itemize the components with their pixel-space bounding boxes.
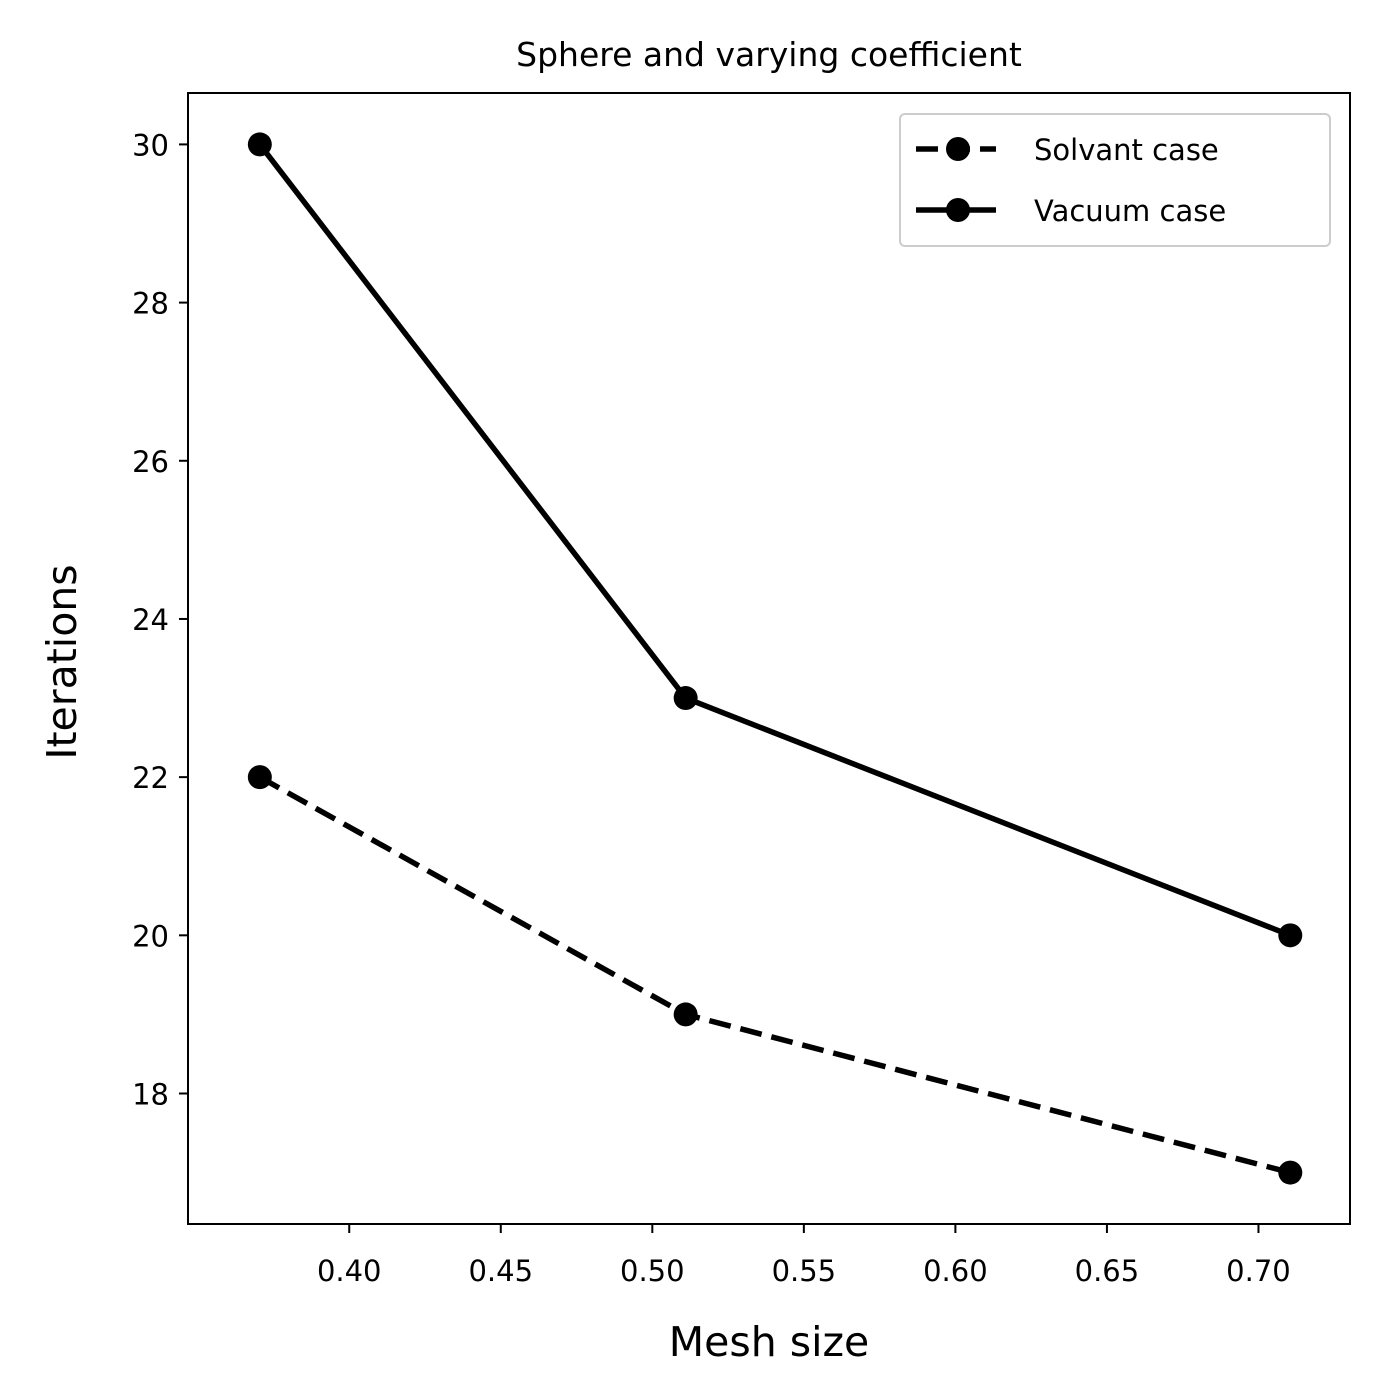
data-point-vacuum-case [673,686,698,711]
legend-item-solvant-case: Solvant case [916,133,1219,167]
y-tick-label: 24 [132,603,169,637]
legend-item-vacuum-case: Vacuum case [916,194,1226,228]
series-vacuum-case [247,132,1303,948]
x-tick-label: 0.45 [468,1254,533,1288]
x-tick-label: 0.50 [620,1254,685,1288]
x-axis-label: Mesh size [669,1318,869,1366]
legend-marker-swatch [946,137,970,161]
legend-box [899,113,1331,247]
data-point-solvant-case [247,765,272,790]
data-point-solvant-case [673,1002,698,1027]
x-tick-label: 0.70 [1226,1254,1291,1288]
data-point-vacuum-case [247,132,272,157]
legend-label: Vacuum case [1034,194,1226,228]
x-tick-label: 0.60 [923,1254,988,1288]
y-tick-label: 28 [132,287,169,321]
series-solvant-case [247,765,1303,1185]
x-tick-label: 0.55 [772,1254,837,1288]
x-tick-label: 0.65 [1075,1254,1140,1288]
series-layer [247,132,1303,1185]
legend-label: Solvant case [1034,133,1219,167]
x-tick-label: 0.40 [317,1254,382,1288]
chart-title: Sphere and varying coefficient [516,35,1022,74]
legend: Solvant case Vacuum case [899,113,1331,247]
y-tick-label: 18 [132,1078,169,1112]
data-point-solvant-case [1278,1160,1303,1185]
y-tick-label: 22 [132,761,169,795]
y-tick-label: 26 [132,445,169,479]
y-tick-label: 30 [132,128,169,162]
y-axis-ticks: 18 20 22 24 26 28 30 [132,128,188,1112]
plot-area-frame [187,92,1351,1225]
x-axis-ticks: 0.40 0.45 0.50 0.55 0.60 0.65 0.70 [317,1224,1291,1288]
legend-marker-swatch [946,198,970,222]
data-point-vacuum-case [1278,923,1303,948]
y-axis-label: Iterations [38,564,86,759]
y-tick-label: 20 [132,919,169,953]
